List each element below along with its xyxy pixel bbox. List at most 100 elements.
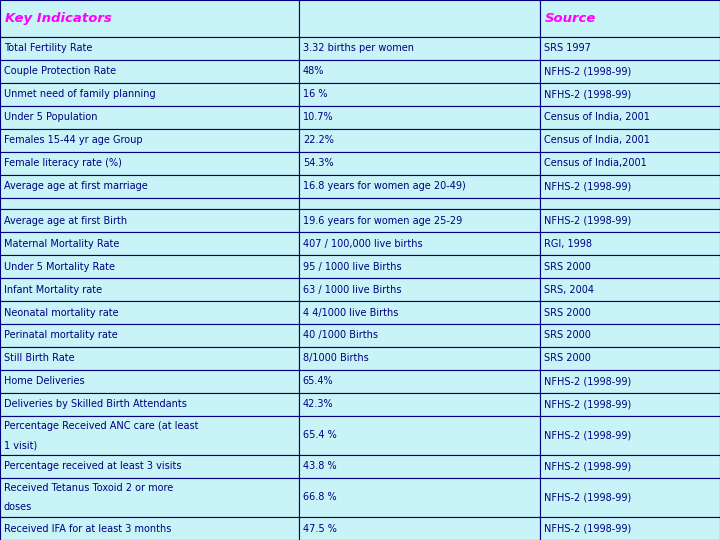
- Bar: [0, 106, 299, 129]
- Text: Under 5 Population: Under 5 Population: [4, 112, 97, 122]
- Text: Infant Mortality rate: Infant Mortality rate: [4, 285, 102, 294]
- Bar: [540, 106, 720, 129]
- Bar: [299, 152, 540, 174]
- Bar: [540, 517, 720, 540]
- Text: SRS 2000: SRS 2000: [544, 330, 591, 341]
- Bar: [0, 517, 299, 540]
- Bar: [0, 478, 299, 517]
- Text: 22.2%: 22.2%: [303, 135, 333, 145]
- Text: NFHS-2 (1998-99): NFHS-2 (1998-99): [544, 89, 631, 99]
- Bar: [540, 255, 720, 278]
- Bar: [0, 174, 299, 198]
- Text: 8/1000 Births: 8/1000 Births: [303, 354, 369, 363]
- Bar: [540, 301, 720, 324]
- Bar: [540, 83, 720, 106]
- Bar: [0, 416, 299, 455]
- Text: NFHS-2 (1998-99): NFHS-2 (1998-99): [544, 400, 631, 409]
- Text: Still Birth Rate: Still Birth Rate: [4, 354, 75, 363]
- Text: Total Fertility Rate: Total Fertility Rate: [4, 43, 92, 53]
- Text: NFHS-2 (1998-99): NFHS-2 (1998-99): [544, 462, 631, 471]
- Bar: [0, 83, 299, 106]
- Text: 43.8 %: 43.8 %: [303, 462, 336, 471]
- Bar: [299, 455, 540, 478]
- Text: RGI, 1998: RGI, 1998: [544, 239, 592, 248]
- Bar: [299, 106, 540, 129]
- Text: 65.4 %: 65.4 %: [303, 430, 336, 441]
- Bar: [299, 174, 540, 198]
- Text: SRS, 2004: SRS, 2004: [544, 285, 594, 294]
- Bar: [540, 198, 720, 209]
- Bar: [299, 83, 540, 106]
- Bar: [540, 393, 720, 416]
- Text: Maternal Mortality Rate: Maternal Mortality Rate: [4, 239, 120, 248]
- Bar: [540, 174, 720, 198]
- Text: SRS 1997: SRS 1997: [544, 43, 591, 53]
- Text: Census of India, 2001: Census of India, 2001: [544, 135, 650, 145]
- Bar: [540, 0, 720, 37]
- Text: Percentage received at least 3 visits: Percentage received at least 3 visits: [4, 462, 181, 471]
- Bar: [299, 370, 540, 393]
- Bar: [299, 232, 540, 255]
- Text: Received IFA for at least 3 months: Received IFA for at least 3 months: [4, 523, 171, 534]
- Text: 16.8 years for women age 20-49): 16.8 years for women age 20-49): [303, 181, 466, 191]
- Bar: [0, 37, 299, 60]
- Text: 1 visit): 1 visit): [4, 440, 37, 450]
- Bar: [299, 301, 540, 324]
- Bar: [0, 347, 299, 370]
- Bar: [540, 455, 720, 478]
- Text: Female literacy rate (%): Female literacy rate (%): [4, 158, 122, 168]
- Bar: [540, 129, 720, 152]
- Bar: [0, 393, 299, 416]
- Bar: [299, 517, 540, 540]
- Bar: [540, 209, 720, 232]
- Bar: [0, 0, 299, 37]
- Text: 407 / 100,000 live births: 407 / 100,000 live births: [303, 239, 423, 248]
- Text: NFHS-2 (1998-99): NFHS-2 (1998-99): [544, 523, 631, 534]
- Bar: [0, 232, 299, 255]
- Text: Perinatal mortality rate: Perinatal mortality rate: [4, 330, 118, 341]
- Text: Deliveries by Skilled Birth Attendants: Deliveries by Skilled Birth Attendants: [4, 400, 187, 409]
- Bar: [0, 152, 299, 174]
- Bar: [299, 478, 540, 517]
- Bar: [299, 416, 540, 455]
- Bar: [299, 60, 540, 83]
- Bar: [540, 370, 720, 393]
- Bar: [540, 416, 720, 455]
- Text: NFHS-2 (1998-99): NFHS-2 (1998-99): [544, 215, 631, 226]
- Bar: [0, 278, 299, 301]
- Bar: [299, 37, 540, 60]
- Bar: [540, 324, 720, 347]
- Bar: [540, 152, 720, 174]
- Bar: [299, 129, 540, 152]
- Text: Unmet need of family planning: Unmet need of family planning: [4, 89, 156, 99]
- Bar: [0, 370, 299, 393]
- Text: SRS 2000: SRS 2000: [544, 261, 591, 272]
- Text: 3.32 births per women: 3.32 births per women: [303, 43, 414, 53]
- Text: Average age at first Birth: Average age at first Birth: [4, 215, 127, 226]
- Text: 19.6 years for women age 25-29: 19.6 years for women age 25-29: [303, 215, 462, 226]
- Bar: [299, 255, 540, 278]
- Bar: [299, 0, 540, 37]
- Text: 48%: 48%: [303, 66, 324, 76]
- Bar: [0, 129, 299, 152]
- Text: 65.4%: 65.4%: [303, 376, 333, 387]
- Text: Females 15-44 yr age Group: Females 15-44 yr age Group: [4, 135, 143, 145]
- Text: Under 5 Mortality Rate: Under 5 Mortality Rate: [4, 261, 115, 272]
- Text: NFHS-2 (1998-99): NFHS-2 (1998-99): [544, 492, 631, 503]
- Text: NFHS-2 (1998-99): NFHS-2 (1998-99): [544, 66, 631, 76]
- Text: Couple Protection Rate: Couple Protection Rate: [4, 66, 116, 76]
- Text: Home Deliveries: Home Deliveries: [4, 376, 85, 387]
- Bar: [299, 324, 540, 347]
- Bar: [540, 37, 720, 60]
- Bar: [0, 209, 299, 232]
- Bar: [299, 347, 540, 370]
- Bar: [0, 301, 299, 324]
- Bar: [540, 478, 720, 517]
- Text: 42.3%: 42.3%: [303, 400, 333, 409]
- Text: Census of India,2001: Census of India,2001: [544, 158, 647, 168]
- Bar: [0, 198, 299, 209]
- Bar: [0, 255, 299, 278]
- Bar: [540, 60, 720, 83]
- Bar: [299, 393, 540, 416]
- Bar: [540, 232, 720, 255]
